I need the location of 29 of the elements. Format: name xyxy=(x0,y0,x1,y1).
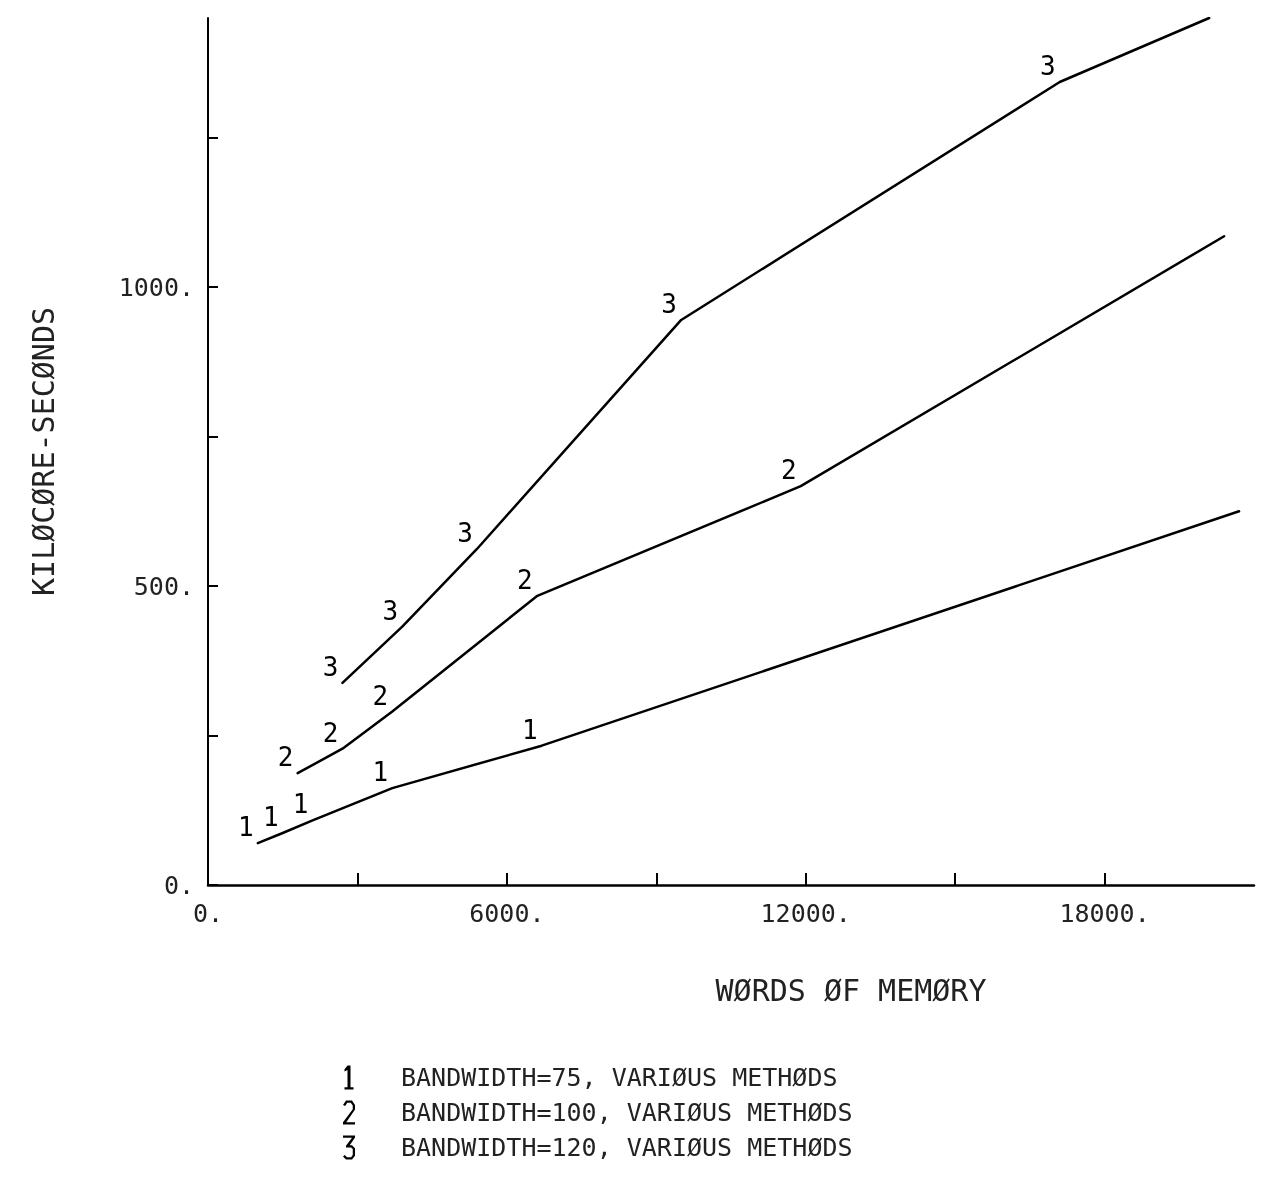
annotation: 1 xyxy=(262,801,279,832)
y-tick-label: 0. xyxy=(163,870,194,900)
y-tick-label: 500. xyxy=(133,571,194,601)
x-tick-label: 0. xyxy=(192,899,224,928)
annotation: 2 xyxy=(516,565,533,596)
annotation: 2 xyxy=(277,742,294,773)
annotation: 1 xyxy=(372,757,389,788)
y-axis-title: KILØCØRE-SECØNDS xyxy=(25,307,61,596)
line-series xyxy=(341,16,1211,685)
x-tick-label: 12000. xyxy=(760,899,851,928)
annotation: 2 xyxy=(372,680,389,711)
annotation: 3 xyxy=(1039,50,1056,81)
x-tick-label: 6000. xyxy=(469,899,545,928)
x-tick-label: 18000. xyxy=(1059,899,1150,928)
legend-label: BANDWIDTH=75, VARIØUS METHØDS xyxy=(401,1063,838,1092)
annotation: 2 xyxy=(322,717,339,748)
annotation: 3 xyxy=(382,595,399,626)
x-axis-title: WØRDS ØF MEMØRY xyxy=(715,972,987,1008)
y-tick-label: 1000. xyxy=(118,272,194,302)
annotation: 1 xyxy=(237,812,254,843)
legend-label: BANDWIDTH=100, VARIØUS METHØDS xyxy=(401,1098,853,1127)
line-series xyxy=(256,510,1241,845)
legend-label: BANDWIDTH=120, VARIØUS METHØDS xyxy=(401,1133,853,1162)
annotation: 1 xyxy=(292,789,309,820)
annotation: 1 xyxy=(521,714,538,745)
annotation: 3 xyxy=(322,651,339,682)
annotation: 2 xyxy=(780,455,797,486)
annotation: 3 xyxy=(457,517,473,548)
annotation: 3 xyxy=(661,288,678,319)
